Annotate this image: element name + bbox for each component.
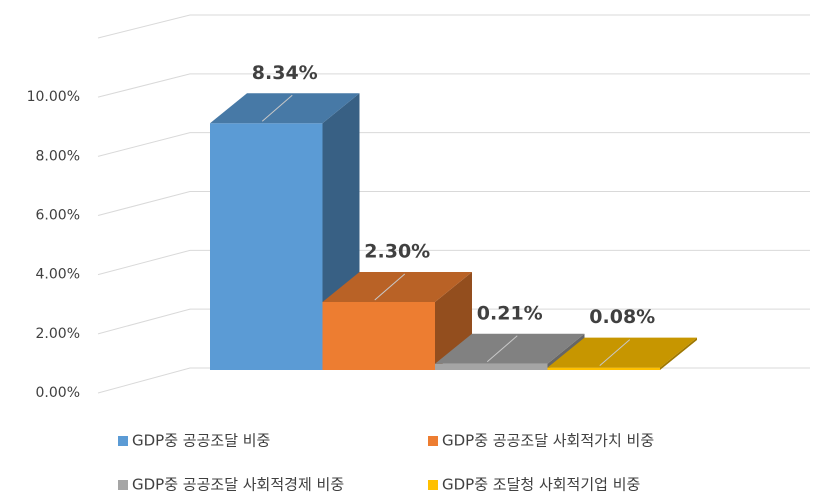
- grid-line: [97, 249, 810, 276]
- legend-label: GDP중 공공조달 비중: [132, 432, 270, 450]
- grid-line: [97, 132, 810, 157]
- bar-front: [435, 363, 548, 370]
- grid-line: [97, 308, 810, 335]
- bar-front: [322, 301, 435, 370]
- bar: [547, 337, 697, 370]
- bar-top: [210, 93, 360, 124]
- top-highlight: [374, 273, 406, 301]
- y-tick-label: 10.00%: [27, 89, 80, 105]
- y-tick-label: 6.00%: [36, 208, 80, 224]
- legend-swatch: [118, 480, 128, 490]
- bar-front: [210, 123, 323, 371]
- top-highlight: [261, 94, 293, 122]
- value-label: 0.08%: [589, 306, 655, 328]
- grid-line: [97, 73, 810, 98]
- grid-line: [97, 191, 810, 216]
- bar-top: [435, 333, 585, 364]
- legend-label: GDP중 공공조달 사회적가치 비중: [442, 432, 654, 450]
- y-tick-label: 4.00%: [36, 267, 80, 283]
- value-label: 0.21%: [477, 302, 543, 324]
- bar-front: [547, 367, 660, 370]
- grid-line: [97, 367, 810, 394]
- legend-label: GDP중 공공조달 사회적경제 비중: [132, 476, 344, 494]
- y-tick-label: 2.00%: [36, 326, 80, 342]
- y-tick-label: 8.00%: [36, 148, 80, 164]
- legend-swatch: [118, 436, 128, 446]
- top-highlight: [486, 335, 518, 363]
- value-label: 2.30%: [364, 240, 430, 262]
- legend-swatch: [428, 436, 438, 446]
- y-tick-label: 0.00%: [36, 385, 80, 401]
- bar-top: [322, 271, 472, 302]
- legend-swatch: [428, 480, 438, 490]
- value-label: 8.34%: [252, 62, 318, 84]
- bar-top: [547, 337, 697, 368]
- legend-label: GDP중 조달청 사회적기업 비중: [442, 476, 640, 494]
- top-highlight: [599, 339, 631, 367]
- bar-side: [660, 337, 697, 370]
- grid-line: [97, 14, 810, 39]
